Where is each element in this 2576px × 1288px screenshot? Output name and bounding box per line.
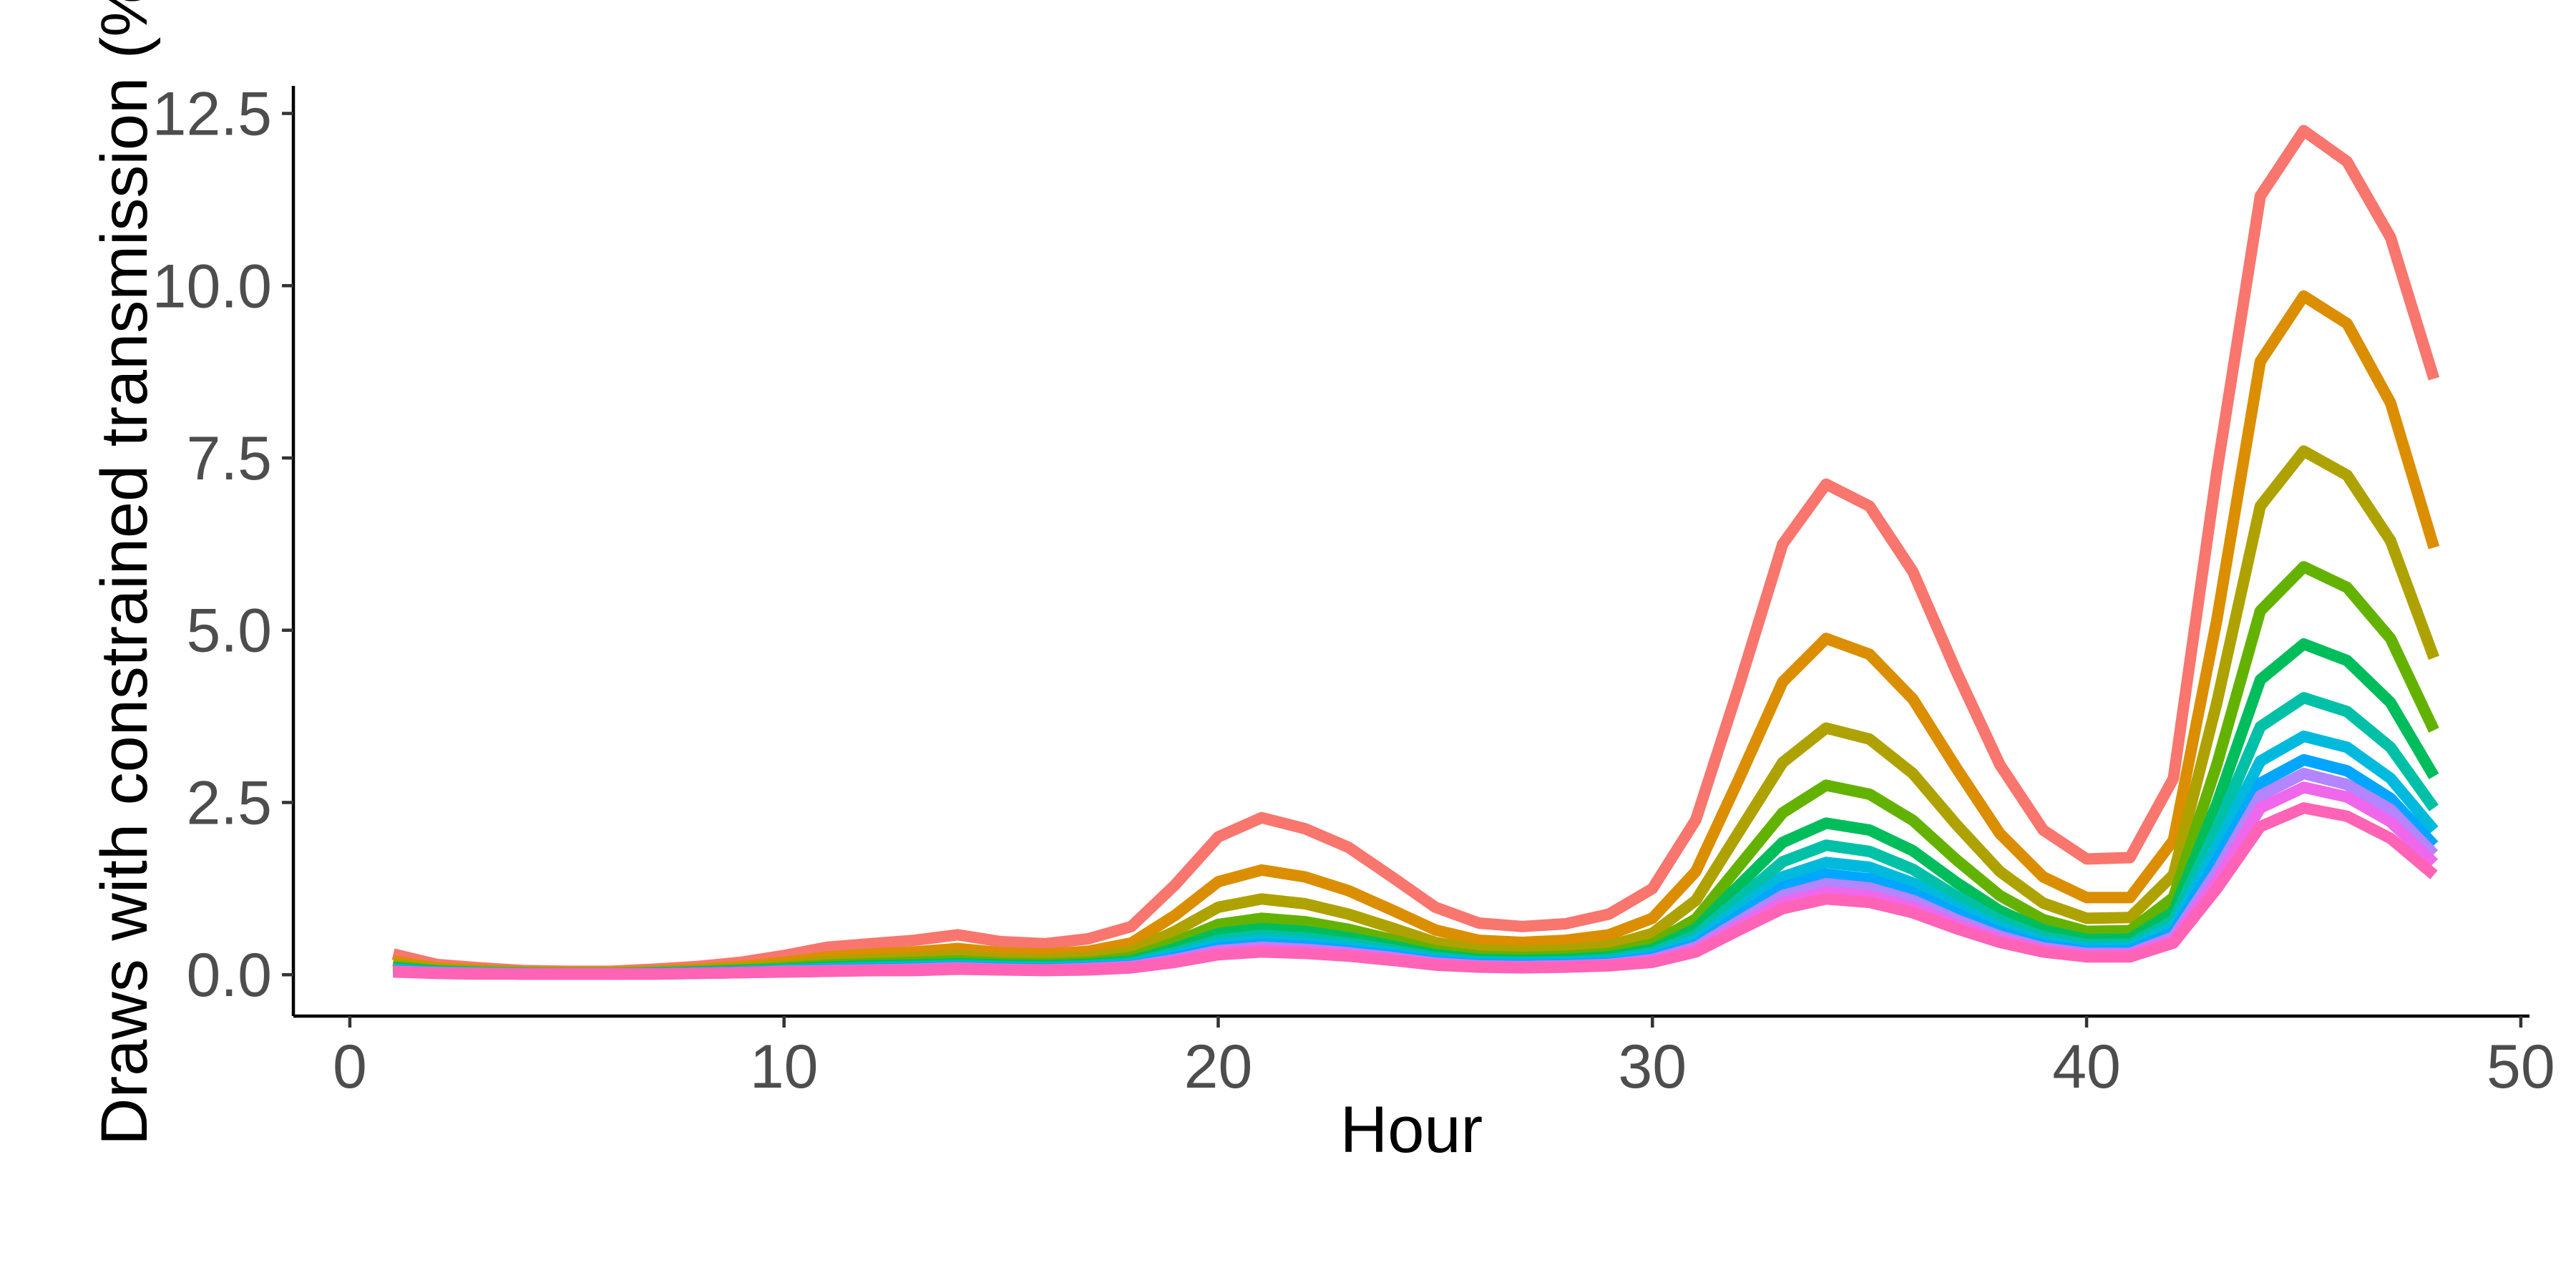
x-tick-label: 0	[333, 1033, 367, 1101]
x-tick-label: 20	[1184, 1033, 1253, 1101]
x-tick-label: 50	[2487, 1033, 2555, 1101]
x-tick-label: 30	[1618, 1033, 1687, 1101]
x-tick-label: 40	[2052, 1033, 2121, 1101]
y-axis-ticks: 0.0 2.5 5.0 7.5 10.0 12.5	[152, 80, 293, 1010]
x-tick-label: 10	[750, 1033, 819, 1101]
y-tick-label: 2.5	[186, 769, 272, 837]
y-tick-label: 10.0	[152, 252, 272, 321]
x-axis-title: Hour	[1340, 1093, 1483, 1166]
plot-lines	[391, 125, 2440, 980]
y-tick-label: 12.5	[152, 80, 272, 149]
x-axis-ticks: 0 10 20 30 40 50	[333, 1016, 2555, 1101]
series-line-11	[393, 802, 2438, 980]
y-axis-title: Draws with constrained transmission (%)	[88, 0, 161, 1146]
series-line-2	[392, 290, 2440, 979]
series-line-1	[391, 125, 2440, 977]
y-tick-label: 5.0	[186, 597, 272, 665]
y-tick-label: 7.5	[186, 424, 272, 493]
y-tick-label: 0.0	[186, 941, 272, 1010]
